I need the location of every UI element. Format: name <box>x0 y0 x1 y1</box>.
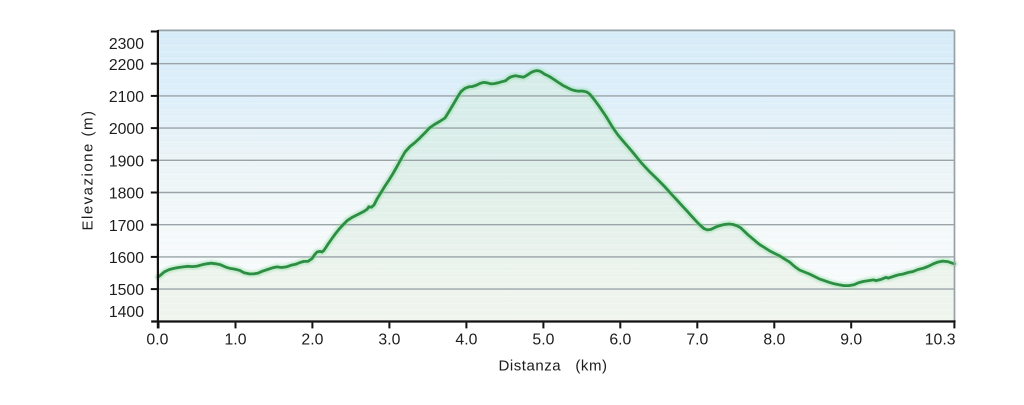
svg-text:3.0: 3.0 <box>378 332 400 349</box>
svg-text:7.0: 7.0 <box>686 332 708 349</box>
svg-text:1800: 1800 <box>109 186 144 203</box>
svg-text:6.0: 6.0 <box>609 332 631 349</box>
svg-text:5.0: 5.0 <box>532 332 554 349</box>
svg-text:9.0: 9.0 <box>840 332 862 349</box>
svg-text:2000: 2000 <box>109 121 144 138</box>
svg-text:0.0: 0.0 <box>146 332 168 349</box>
svg-text:1700: 1700 <box>109 218 144 235</box>
svg-text:8.0: 8.0 <box>763 332 785 349</box>
svg-text:2200: 2200 <box>109 57 144 74</box>
svg-text:1900: 1900 <box>109 153 144 170</box>
svg-text:Elevazione (m): Elevazione (m) <box>80 109 97 230</box>
svg-text:2100: 2100 <box>109 89 144 106</box>
svg-text:4.0: 4.0 <box>455 332 477 349</box>
svg-text:1400: 1400 <box>109 304 144 321</box>
svg-text:2.0: 2.0 <box>301 332 323 349</box>
svg-text:10.3: 10.3 <box>925 332 956 349</box>
svg-text:1.0: 1.0 <box>225 332 247 349</box>
svg-text:2300: 2300 <box>109 36 144 53</box>
svg-text:Distanza (km): Distanza (km) <box>498 357 607 374</box>
svg-text:1500: 1500 <box>109 282 144 299</box>
svg-text:1600: 1600 <box>109 250 144 267</box>
